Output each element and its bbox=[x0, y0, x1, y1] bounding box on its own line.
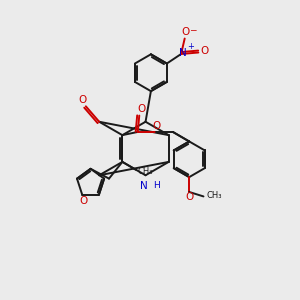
Text: N: N bbox=[140, 181, 147, 191]
Text: O: O bbox=[137, 104, 145, 114]
Text: H: H bbox=[153, 181, 160, 190]
Text: CH₃: CH₃ bbox=[138, 167, 153, 176]
Text: O: O bbox=[182, 27, 190, 37]
Text: +: + bbox=[187, 42, 194, 51]
Text: CH₃: CH₃ bbox=[206, 191, 222, 200]
Text: O: O bbox=[186, 192, 194, 202]
Text: O: O bbox=[78, 95, 86, 105]
Text: −: − bbox=[189, 25, 197, 34]
Text: O: O bbox=[80, 196, 88, 206]
Text: N: N bbox=[179, 47, 187, 58]
Text: O: O bbox=[201, 46, 209, 56]
Text: O: O bbox=[152, 121, 160, 131]
